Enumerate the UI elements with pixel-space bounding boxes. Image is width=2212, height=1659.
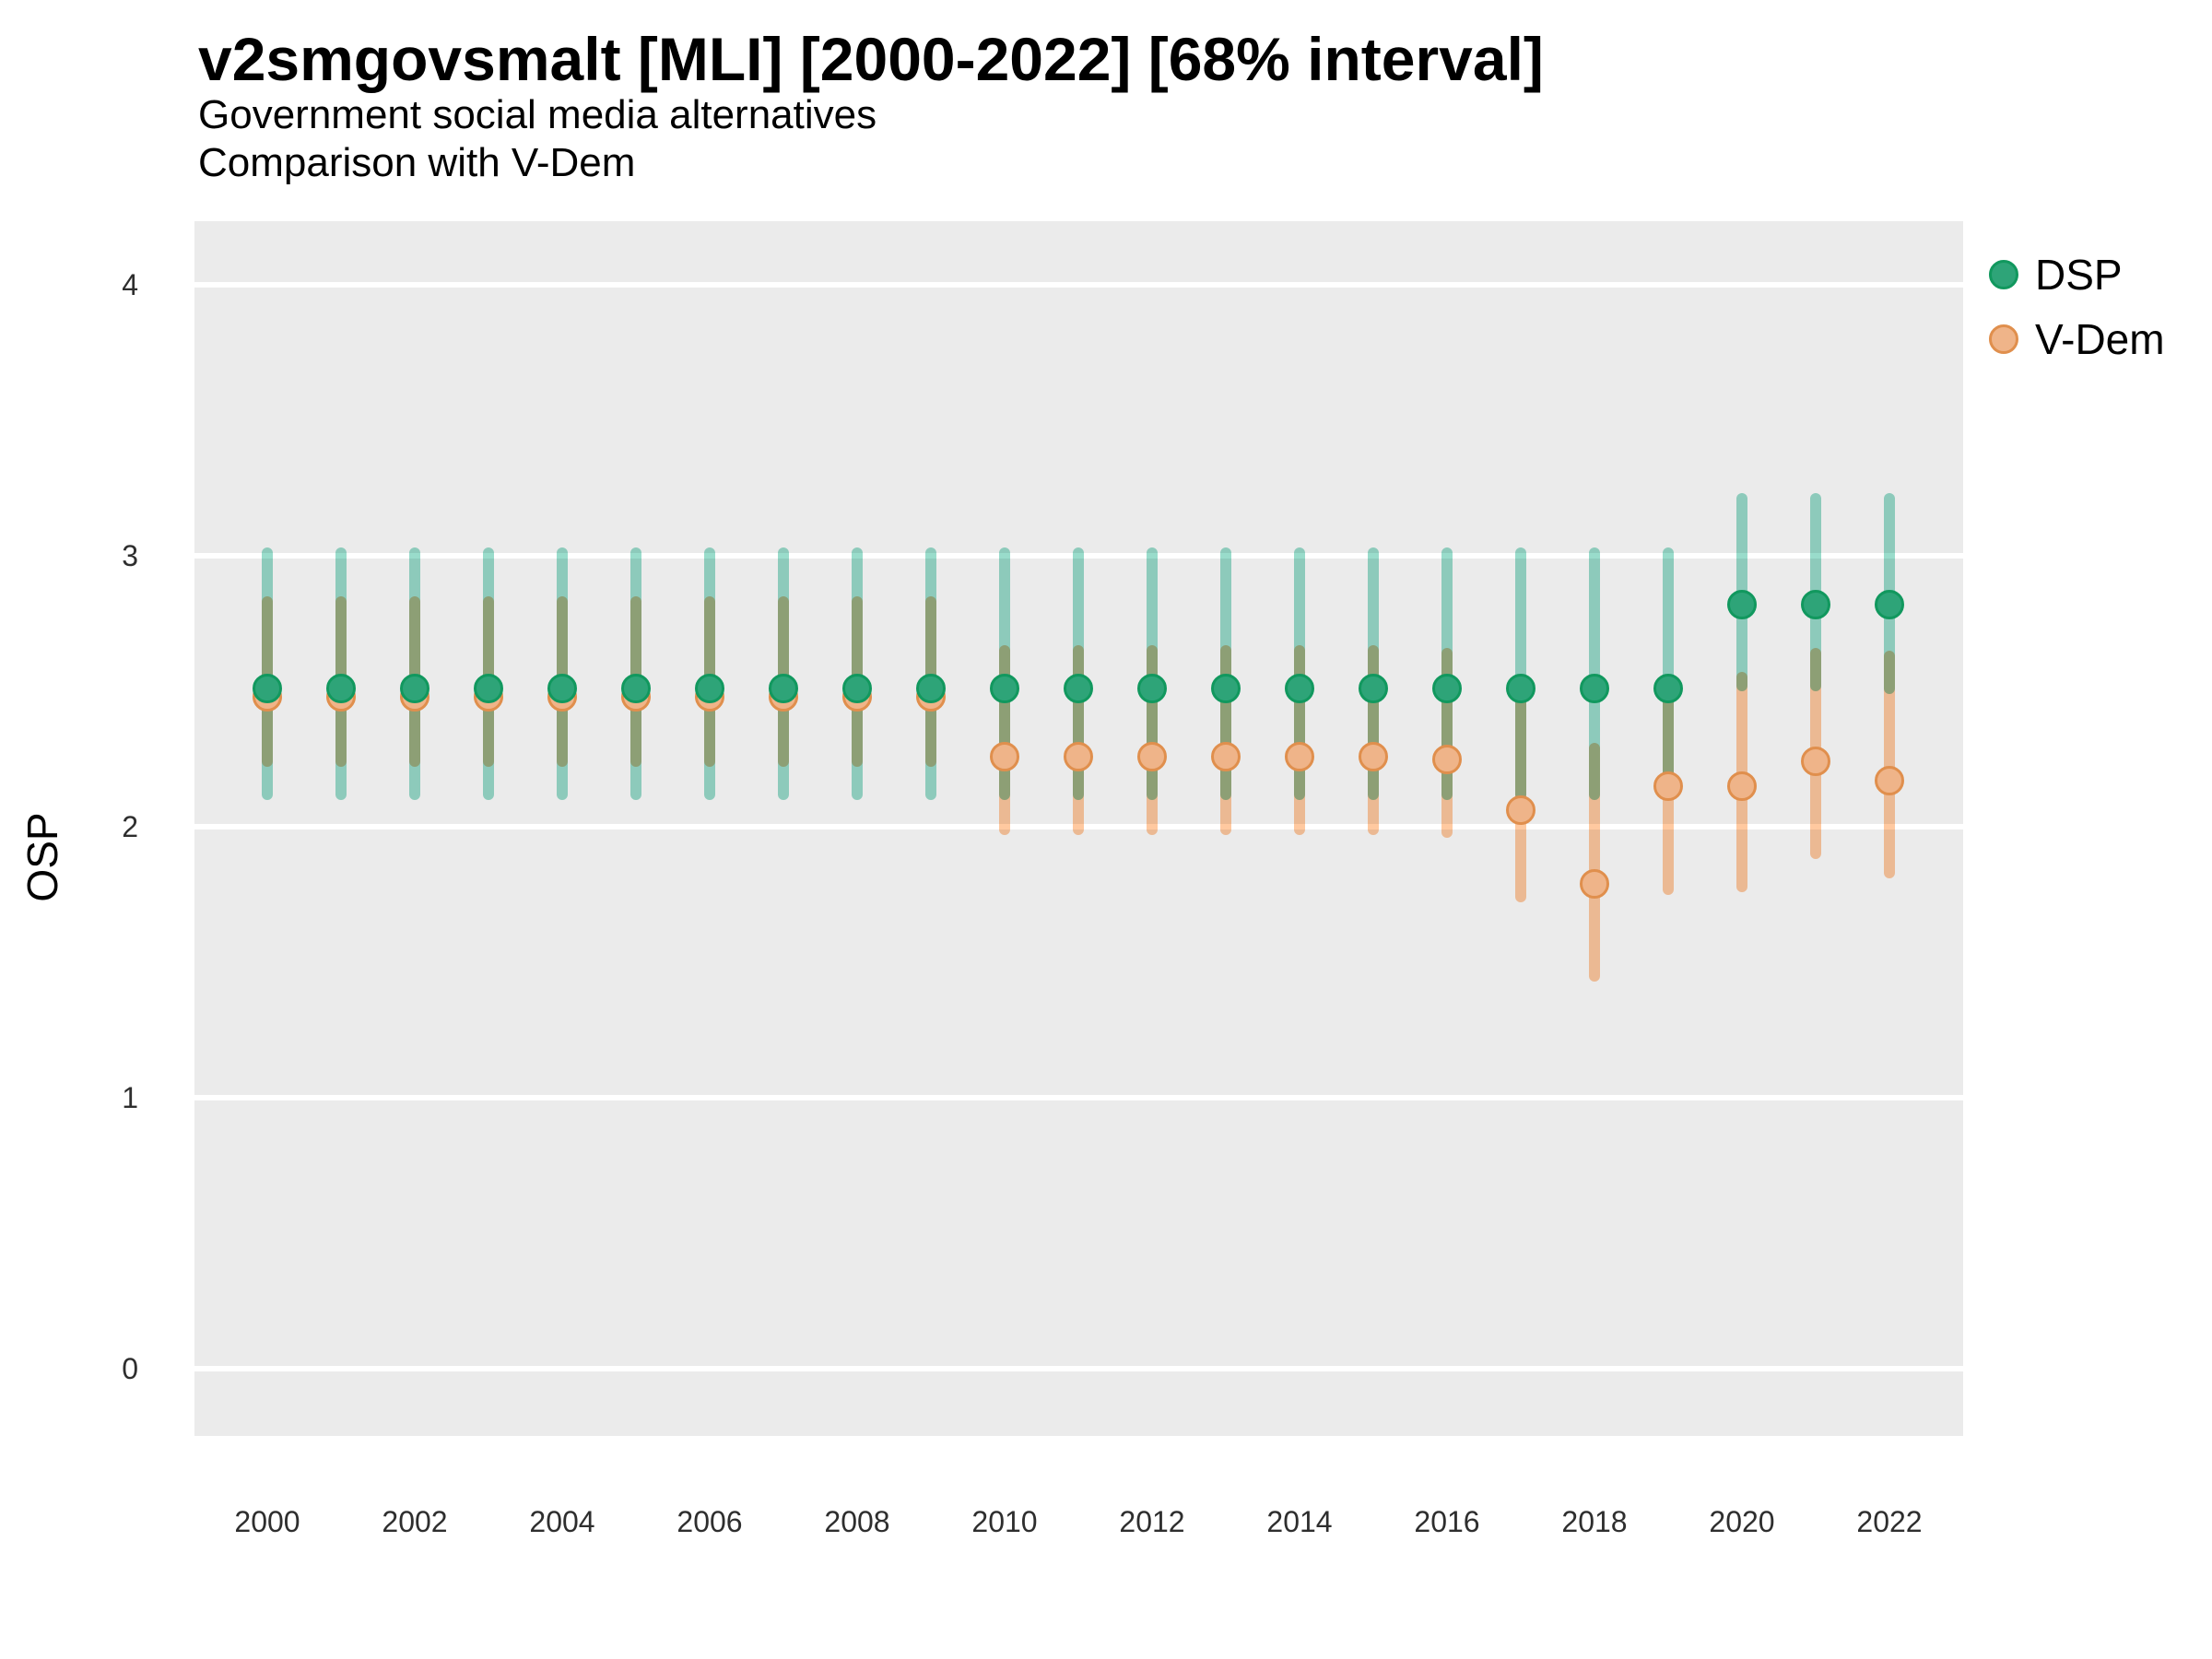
dsp-point-2005	[621, 674, 651, 704]
vdem-point-2014	[1285, 741, 1314, 771]
vdem-point-2010	[990, 741, 1019, 771]
y-tick-label-0: 0	[122, 1352, 138, 1385]
dsp-point-2008	[842, 674, 872, 704]
vdem-interval-2022	[1884, 650, 1895, 878]
dsp-point-2001	[326, 674, 356, 704]
x-tick-label-2008: 2008	[824, 1505, 890, 1538]
dsp-point-2021	[1801, 589, 1830, 619]
dsp-point-2022	[1875, 589, 1904, 619]
gridline-y-4	[194, 282, 1963, 288]
gridline-y-1	[194, 1095, 1963, 1100]
vdem-legend-key-icon	[1989, 324, 2018, 354]
vdem-point-2012	[1137, 741, 1167, 771]
y-tick-label-2: 2	[122, 810, 138, 843]
vdem-point-2019	[1653, 771, 1683, 801]
dsp-point-2015	[1359, 674, 1388, 704]
dsp-point-2016	[1432, 674, 1462, 704]
dsp-point-2018	[1580, 674, 1609, 704]
plot-panel	[194, 221, 1963, 1436]
x-tick-label-2022: 2022	[1856, 1505, 1923, 1538]
dsp-legend-key-icon	[1989, 260, 2018, 289]
dsp-point-2013	[1211, 674, 1241, 704]
x-tick-label-2000: 2000	[234, 1505, 300, 1538]
y-tick-label-1: 1	[122, 1081, 138, 1114]
legend-label-vdem: V-Dem	[2035, 315, 2165, 363]
dsp-point-2020	[1727, 589, 1757, 619]
chart-title: v2smgovsmalt [MLI] [2000-2022] [68% inte…	[198, 25, 1544, 93]
dsp-point-2019	[1653, 674, 1683, 704]
dsp-point-2006	[695, 674, 724, 704]
gridline-y-0	[194, 1366, 1963, 1371]
vdem-point-2013	[1211, 741, 1241, 771]
dsp-point-2012	[1137, 674, 1167, 704]
vdem-interval-2018	[1589, 742, 1600, 982]
vdem-point-2011	[1064, 741, 1093, 771]
dsp-point-2011	[1064, 674, 1093, 704]
vdem-point-2021	[1801, 747, 1830, 777]
legend-item-dsp: DSP	[1989, 249, 2165, 300]
dsp-point-2003	[474, 674, 503, 704]
dsp-point-2000	[253, 674, 282, 704]
vdem-point-2018	[1580, 868, 1609, 899]
x-tick-label-2020: 2020	[1709, 1505, 1775, 1538]
vdem-point-2016	[1432, 744, 1462, 774]
x-tick-label-2018: 2018	[1561, 1505, 1628, 1538]
dsp-point-2007	[769, 674, 798, 704]
dsp-interval-2018	[1589, 547, 1600, 800]
dsp-point-2002	[400, 674, 429, 704]
dsp-point-2010	[990, 674, 1019, 704]
dsp-point-2009	[916, 674, 946, 704]
vdem-point-2017	[1506, 795, 1535, 826]
x-tick-label-2012: 2012	[1119, 1505, 1185, 1538]
legend-label-dsp: DSP	[2035, 251, 2123, 299]
dsp-point-2017	[1506, 674, 1535, 704]
chart-subtitle-line1: Government social media alternatives	[198, 92, 877, 137]
legend: DSP V-Dem	[1989, 249, 2165, 365]
x-tick-label-2010: 2010	[971, 1505, 1038, 1538]
x-tick-label-2002: 2002	[382, 1505, 448, 1538]
vdem-point-2020	[1727, 771, 1757, 801]
vdem-interval-2017	[1515, 686, 1526, 903]
vdem-point-2022	[1875, 766, 1904, 796]
x-tick-label-2014: 2014	[1266, 1505, 1333, 1538]
x-tick-label-2006: 2006	[677, 1505, 743, 1538]
dsp-point-2014	[1285, 674, 1314, 704]
dsp-point-2004	[547, 674, 577, 704]
x-tick-label-2016: 2016	[1414, 1505, 1480, 1538]
legend-item-vdem: V-Dem	[1989, 313, 2165, 365]
x-tick-label-2004: 2004	[529, 1505, 595, 1538]
chart-subtitle-line2: Comparison with V-Dem	[198, 140, 636, 185]
y-tick-label-4: 4	[122, 268, 138, 301]
y-tick-label-3: 3	[122, 539, 138, 572]
vdem-point-2015	[1359, 741, 1388, 771]
